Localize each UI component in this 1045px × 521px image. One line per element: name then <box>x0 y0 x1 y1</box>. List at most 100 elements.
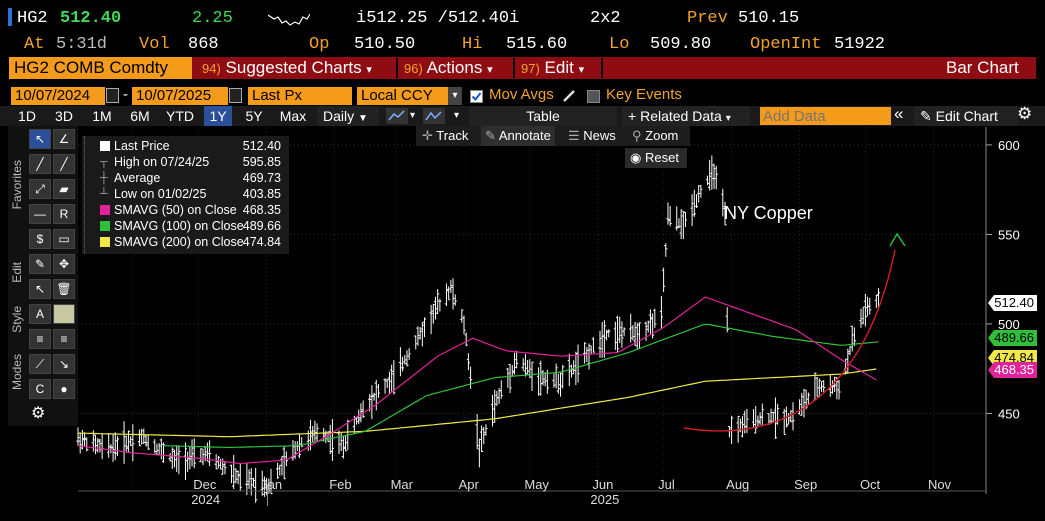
price-bar <box>484 424 488 436</box>
price-bar <box>495 390 499 406</box>
period-button-ytd[interactable]: YTD <box>166 108 194 124</box>
table-button[interactable]: Table <box>469 106 617 126</box>
price-tool-icon[interactable]: $ <box>29 229 51 249</box>
ticker-marker <box>8 8 12 26</box>
sma-50-line <box>77 296 877 465</box>
annotate-tool[interactable]: ✎ Annotate <box>481 126 555 146</box>
track-tool[interactable]: ✛ Track <box>422 126 468 146</box>
divider <box>601 58 603 78</box>
legend-item[interactable]: ┼ Average 469.73 <box>82 170 289 186</box>
security-field[interactable]: HG2 COMB Comdty <box>9 57 192 79</box>
chevron-down-icon[interactable]: ▾ <box>454 110 460 121</box>
suggested-charts-button[interactable]: 94) Suggested Charts ▾ <box>198 57 372 79</box>
calendar-icon[interactable] <box>229 88 242 103</box>
cursor-mode-icon[interactable]: ↘ <box>53 354 75 374</box>
field-select[interactable]: Last Px <box>248 87 352 105</box>
ticker[interactable]: HG2 <box>17 9 48 28</box>
pencil-icon[interactable] <box>561 88 577 104</box>
line-weight-icon[interactable]: ≡ <box>29 329 51 349</box>
price-bar <box>447 286 451 301</box>
text-tool-icon[interactable]: R <box>53 204 75 224</box>
color-palette-icon[interactable]: ● <box>53 379 75 399</box>
price-bar <box>848 346 852 356</box>
price-bar <box>771 411 775 423</box>
period-button-1m[interactable]: 1M <box>92 108 112 124</box>
chart-style-icon[interactable] <box>423 108 445 124</box>
price-bar <box>291 440 295 461</box>
price-bar <box>433 296 438 320</box>
chevron-down-icon[interactable]: ▾ <box>448 87 462 105</box>
ray-tool-icon[interactable]: ╱ <box>53 154 75 174</box>
price-bar <box>122 421 126 464</box>
rectangle-tool-icon[interactable]: ▭ <box>53 229 75 249</box>
calendar-icon[interactable] <box>106 88 119 103</box>
prev-label: Prev <box>687 9 728 28</box>
period-button-max[interactable]: Max <box>279 108 307 124</box>
brush-tool-icon[interactable]: ∠ <box>53 129 75 149</box>
zoom-tool[interactable]: ⚲ Zoom <box>632 126 678 146</box>
chevron-down-icon[interactable]: ▾ <box>410 110 416 121</box>
pen-icon[interactable]: ✎ <box>29 254 51 274</box>
price-bar <box>383 378 387 394</box>
line-style-icon[interactable]: ≡ <box>53 329 75 349</box>
price-bar <box>420 321 424 347</box>
price-bar <box>475 414 479 449</box>
period-button-5y[interactable]: 5Y <box>245 108 263 124</box>
sma-100-line <box>163 323 879 449</box>
legend-item[interactable]: SMAVG (50) on Close 468.35 <box>82 202 289 218</box>
magnet-icon[interactable]: C <box>29 379 51 399</box>
key-events-checkbox[interactable] <box>587 90 600 103</box>
legend-item[interactable]: ┴ Low on 01/02/25 403.85 <box>82 186 289 202</box>
legend-item[interactable]: SMAVG (200) on Close 474.84 <box>82 234 289 250</box>
actions-button[interactable]: 96) Actions ▾ <box>400 57 493 79</box>
edit-chart-button[interactable]: ✎ Edit Chart <box>914 106 1018 126</box>
open-interest-value: 51922 <box>834 35 886 54</box>
price-bar <box>850 325 854 352</box>
mov-avgs-checkbox[interactable] <box>470 90 483 103</box>
magic-wand-icon[interactable]: ⟋ <box>29 354 51 374</box>
drawing-toolbar <box>8 126 78 426</box>
price-bar <box>506 367 510 388</box>
line-chart-icon[interactable] <box>386 108 408 124</box>
fill-color-icon[interactable] <box>53 304 75 324</box>
period-button-1d[interactable]: 1D <box>18 108 36 124</box>
price-bar <box>451 278 455 310</box>
price-bar <box>275 462 280 479</box>
start-date-field[interactable]: 10/07/2024 <box>11 87 105 105</box>
frequency-select[interactable]: Daily ▼ <box>317 106 379 126</box>
collapse-icon[interactable]: « <box>894 104 904 123</box>
chart-type-label[interactable]: Bar Chart <box>946 58 1019 77</box>
line-tool-icon[interactable]: ╱ <box>29 154 51 174</box>
settings-icon[interactable]: ⚙ <box>31 405 46 422</box>
legend-item[interactable]: ┬ High on 07/24/25 595.85 <box>82 154 289 170</box>
legend-item[interactable]: SMAVG (100) on Close 489.66 <box>82 218 289 234</box>
select-icon[interactable]: ↖ <box>29 279 51 299</box>
related-data-button[interactable]: + Related Data ▾ <box>622 106 750 126</box>
add-data-input[interactable] <box>760 107 891 125</box>
news-tool[interactable]: ☰ News <box>568 126 616 146</box>
reset-button[interactable]: ◉ Reset <box>625 148 687 168</box>
channel-tool-icon[interactable]: ▰ <box>53 179 75 199</box>
period-button-3d[interactable]: 3D <box>55 108 73 124</box>
period-button-6m[interactable]: 6M <box>130 108 150 124</box>
price-tag: 468.35 <box>988 362 1037 378</box>
horizontal-line-icon[interactable]: — <box>29 204 51 224</box>
move-icon[interactable]: ✥ <box>53 254 75 274</box>
edit-button[interactable]: 97) Edit ▾ <box>517 57 584 79</box>
price-bar <box>659 295 664 330</box>
trend-tool-icon[interactable]: ⤢ <box>29 179 51 199</box>
trash-icon[interactable]: 🗑 <box>53 279 75 299</box>
price-bar <box>705 175 710 186</box>
price-bar <box>876 288 881 310</box>
chevron-down-icon: ▾ <box>578 64 585 76</box>
pointer-tool-icon[interactable]: ↖ <box>29 129 51 149</box>
font-icon[interactable]: A <box>29 304 51 324</box>
end-date-field[interactable]: 10/07/2025 <box>132 87 228 105</box>
currency-select[interactable]: Local CCY <box>357 87 448 105</box>
price-bar <box>284 451 288 467</box>
legend-item[interactable]: Last Price 512.40 <box>82 138 289 154</box>
gear-icon[interactable]: ⚙ <box>1017 104 1033 123</box>
chart-annotation[interactable]: NY Copper <box>724 203 813 223</box>
period-button-1y[interactable]: 1Y <box>204 106 232 126</box>
